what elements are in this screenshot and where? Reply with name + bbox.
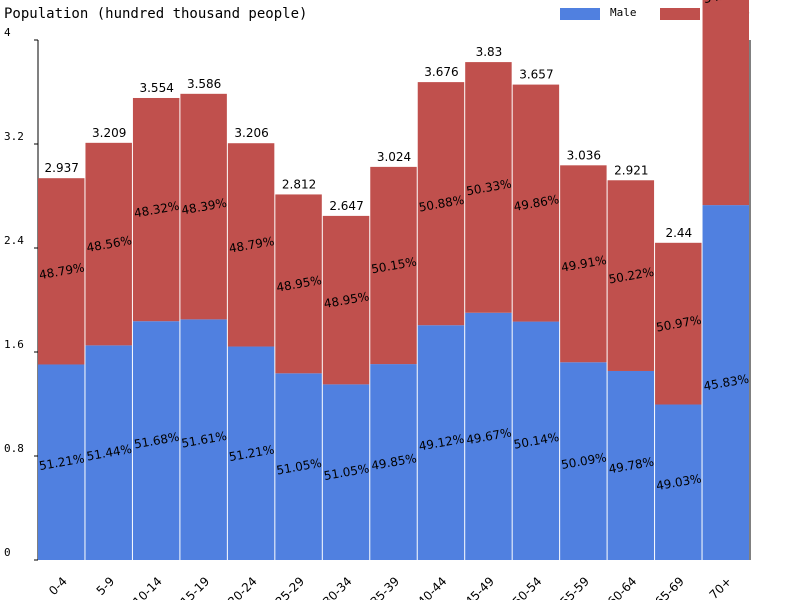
y-tick-label: 3.2 — [4, 130, 24, 143]
bar-segment — [85, 345, 132, 560]
total-label: 3.554 — [139, 81, 173, 95]
bar-segment — [132, 321, 180, 560]
x-tick-label: 20-24 — [225, 574, 260, 600]
bar-segment — [180, 93, 227, 320]
x-tick-label: 40-44 — [415, 574, 450, 600]
x-tick-label: 55-59 — [557, 574, 592, 600]
bar-segment — [655, 404, 702, 560]
bar-segment — [370, 166, 417, 365]
bar-segment — [132, 97, 180, 322]
bar-segment — [560, 362, 607, 560]
bar-segment — [655, 242, 702, 405]
legend-label: Male — [610, 6, 637, 19]
bar-segment — [322, 384, 370, 560]
y-tick-label: 0.8 — [4, 442, 24, 455]
bar-segment — [227, 346, 275, 560]
total-label: 3.209 — [92, 126, 126, 140]
bar-segment — [465, 62, 512, 313]
total-label: 3.657 — [519, 68, 553, 82]
bar-segment — [180, 319, 227, 560]
y-tick-label: 1.6 — [4, 338, 24, 351]
bar-segment — [702, 205, 749, 560]
bar-segment — [227, 143, 275, 347]
total-label: 3.036 — [567, 148, 601, 162]
x-tick-label: 5-9 — [94, 574, 118, 598]
x-tick-label: 30-34 — [320, 574, 355, 600]
bar-segment — [370, 364, 417, 560]
x-tick-label: 35-39 — [368, 574, 403, 600]
bar-segment — [607, 180, 655, 371]
bar-segment — [607, 370, 655, 560]
legend-swatch — [660, 8, 700, 20]
x-tick-label: 65-69 — [652, 574, 687, 600]
bar-segment — [702, 0, 749, 206]
total-label: 3.83 — [476, 45, 503, 59]
bar-segment — [512, 84, 560, 322]
bar-segment — [560, 165, 607, 363]
total-label: 2.44 — [665, 226, 692, 240]
bar-segment — [38, 178, 85, 365]
x-tick-label: 70+ — [707, 574, 735, 600]
bar-segment — [275, 194, 322, 374]
total-label: 2.647 — [329, 199, 363, 213]
total-label: 3.676 — [424, 65, 458, 79]
bar-segment — [85, 142, 132, 346]
total-label: 2.937 — [45, 161, 79, 175]
y-tick-label: 0 — [4, 546, 11, 559]
x-tick-label: 45-49 — [462, 574, 497, 600]
bar-segment — [38, 364, 85, 560]
bar-segment — [417, 325, 465, 560]
x-tick-label: 60-64 — [605, 574, 640, 600]
y-tick-label: 4 — [4, 26, 11, 39]
bar-segment — [275, 373, 322, 560]
total-label: 2.921 — [614, 163, 648, 177]
bar-segment — [417, 82, 465, 326]
bar-segment — [512, 321, 560, 560]
total-label: 3.024 — [377, 150, 411, 164]
total-label: 3.206 — [234, 126, 268, 140]
x-tick-label: 10-14 — [130, 574, 165, 600]
x-tick-label: 0-4 — [46, 574, 70, 598]
y-tick-label: 2.4 — [4, 234, 24, 247]
total-label: 3.586 — [187, 77, 221, 91]
chart-title: Population (hundred thousand people) — [4, 6, 307, 22]
x-tick-label: 15-19 — [178, 574, 213, 600]
legend-swatch — [560, 8, 600, 20]
total-label: 2.812 — [282, 177, 316, 191]
bar-segment — [322, 215, 370, 385]
bar-segment — [465, 312, 512, 560]
x-tick-label: 25-29 — [273, 574, 308, 600]
x-tick-label: 50-54 — [510, 574, 545, 600]
